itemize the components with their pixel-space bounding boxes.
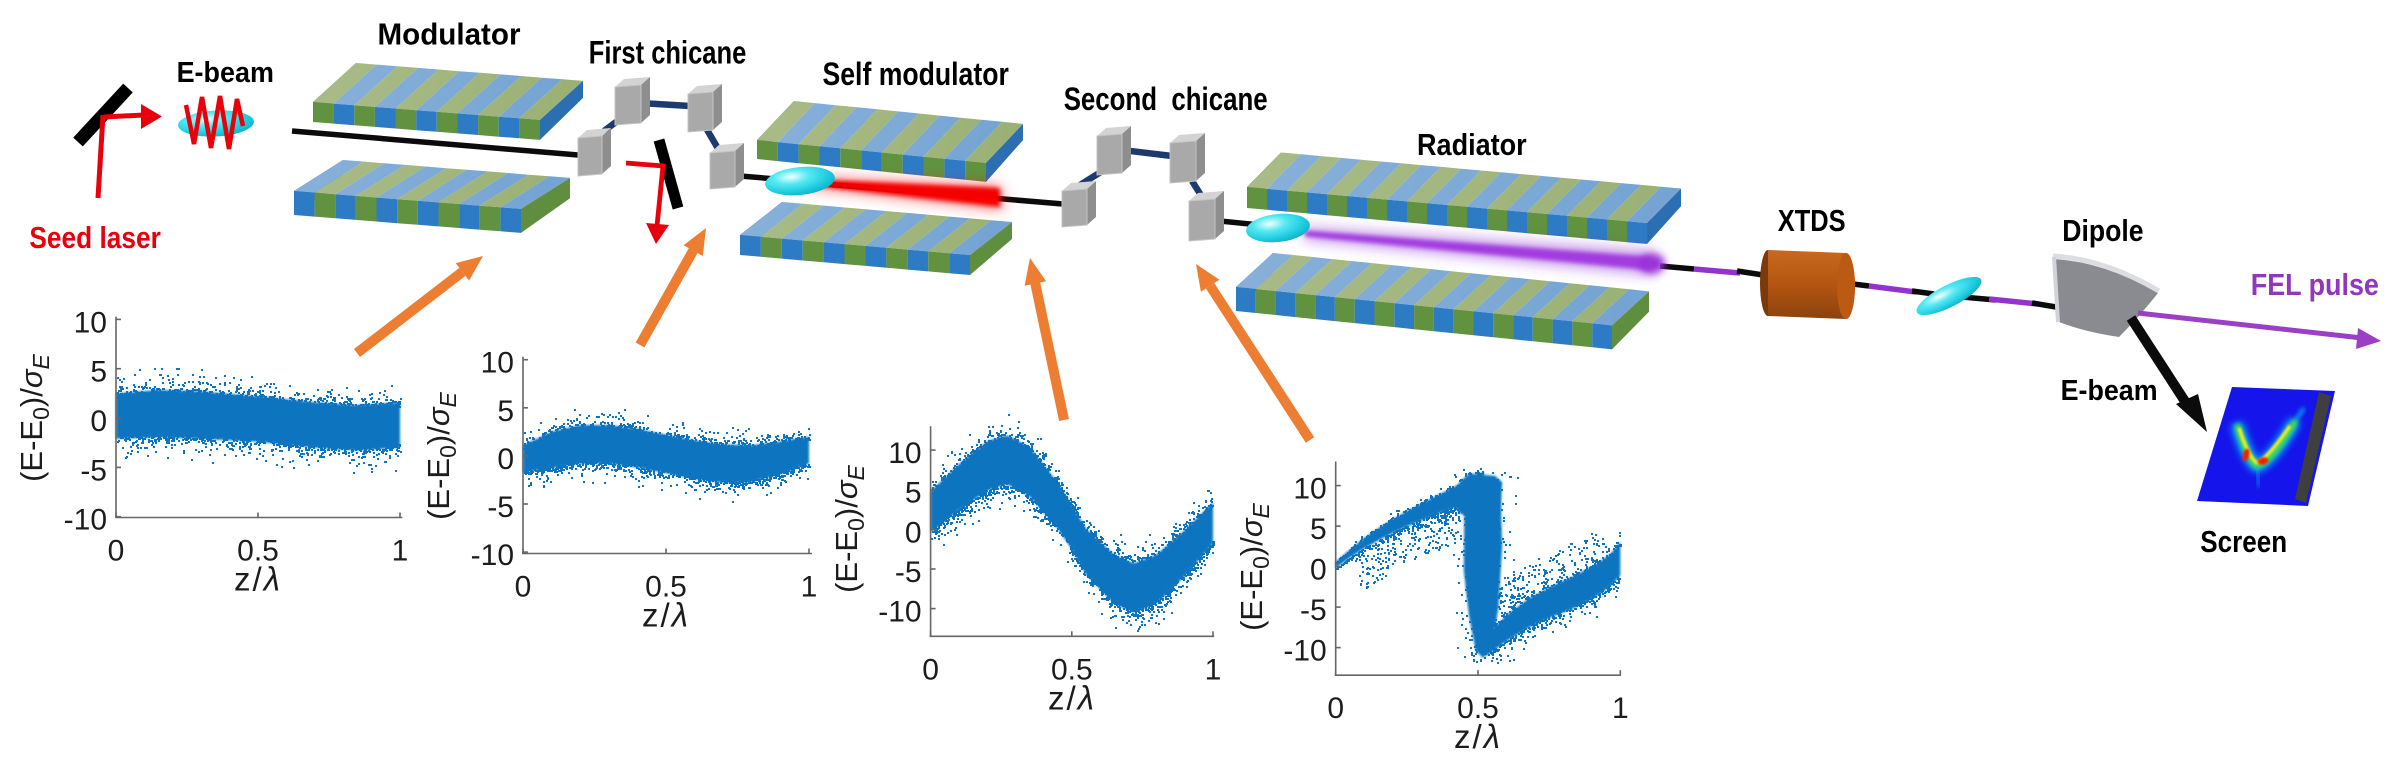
svg-text:Second chicane: Second chicane: [1064, 81, 1268, 117]
svg-text:-10: -10: [1283, 635, 1326, 668]
svg-text:(E-E0)/σE: (E-E0)/σE: [829, 464, 869, 592]
svg-text:-5: -5: [895, 556, 922, 589]
svg-text:z/λ: z/λ: [1048, 679, 1096, 716]
svg-text:10: 10: [888, 437, 921, 470]
svg-text:Self modulator: Self modulator: [823, 56, 1009, 92]
svg-text:0: 0: [905, 516, 922, 549]
svg-text:0.5: 0.5: [1051, 653, 1093, 686]
svg-text:5: 5: [90, 356, 107, 389]
svg-text:Screen: Screen: [2200, 524, 2287, 559]
svg-text:(E-E0)/σE: (E-E0)/σE: [1234, 502, 1274, 630]
svg-text:-5: -5: [1300, 594, 1327, 627]
svg-text:0: 0: [515, 571, 532, 604]
svg-text:z/λ: z/λ: [1454, 718, 1502, 755]
svg-text:0.5: 0.5: [1457, 692, 1499, 725]
svg-text:Modulator: Modulator: [378, 17, 521, 52]
svg-text:1: 1: [1205, 653, 1222, 686]
svg-text:0: 0: [922, 653, 939, 686]
svg-text:First chicane: First chicane: [589, 35, 747, 71]
svg-text:1: 1: [392, 535, 409, 568]
svg-text:1: 1: [801, 571, 818, 604]
svg-text:FEL pulse: FEL pulse: [2251, 267, 2379, 302]
svg-text:Radiator: Radiator: [1417, 127, 1527, 162]
svg-text:-5: -5: [487, 491, 514, 524]
svg-text:10: 10: [74, 306, 107, 339]
svg-text:0.5: 0.5: [645, 571, 687, 604]
svg-text:0: 0: [90, 405, 107, 438]
svg-text:0: 0: [108, 535, 125, 568]
svg-text:E-beam: E-beam: [2061, 375, 2158, 407]
svg-text:0: 0: [1310, 554, 1327, 587]
svg-text:E-beam: E-beam: [177, 57, 274, 89]
svg-text:1: 1: [1612, 692, 1629, 725]
svg-text:5: 5: [1310, 513, 1327, 546]
svg-text:5: 5: [497, 395, 514, 428]
svg-text:(E-E0)/σE: (E-E0)/σE: [14, 353, 54, 481]
svg-text:Seed laser: Seed laser: [29, 220, 160, 255]
svg-text:(E-E0)/σE: (E-E0)/σE: [421, 391, 461, 519]
svg-text:10: 10: [481, 347, 514, 380]
svg-text:0: 0: [1327, 692, 1344, 725]
svg-text:-10: -10: [64, 504, 107, 537]
svg-text:z/λ: z/λ: [642, 597, 690, 634]
svg-text:0.5: 0.5: [237, 535, 279, 568]
svg-text:XTDS: XTDS: [1778, 203, 1846, 238]
svg-text:0: 0: [497, 443, 514, 476]
svg-text:5: 5: [905, 477, 922, 510]
svg-text:-10: -10: [878, 596, 921, 629]
svg-text:Dipole: Dipole: [2062, 213, 2143, 248]
svg-text:-5: -5: [80, 454, 107, 487]
svg-text:-10: -10: [471, 539, 514, 572]
svg-text:z/λ: z/λ: [234, 561, 282, 598]
svg-text:10: 10: [1293, 473, 1326, 506]
